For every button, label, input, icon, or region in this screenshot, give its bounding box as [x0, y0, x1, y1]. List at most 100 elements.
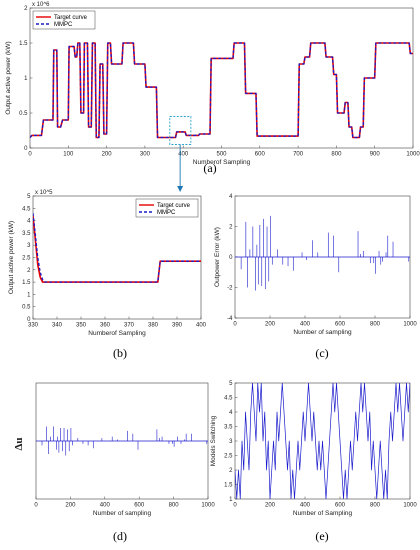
x-tick-label: 100: [63, 152, 74, 158]
y-axis-label: Output active power (kW): [5, 41, 12, 114]
series-line-data: [235, 383, 410, 499]
legend-label: Target curve: [157, 203, 191, 209]
x-tick-label: 0: [233, 322, 237, 328]
y-tick-label: 0.5: [19, 111, 28, 117]
x-tick-label: 0: [34, 503, 38, 509]
x-tick-label: 600: [335, 322, 346, 328]
panel-e: 0 200 400 600 800 1000 1 1.5 2 2.5 3 3.5 4 4.5 5 Number…: [210, 381, 417, 543]
x-tick-label: 400: [300, 322, 311, 328]
panel-d: 0 200 400 600 800 1000 Number of sampling Δu (d): [13, 382, 215, 543]
x-axis-label: Numberof Sampling: [88, 330, 146, 337]
y-tick-label: 0: [229, 255, 233, 261]
y-axis-label: Outpower Error (kW): [214, 227, 221, 287]
y-tick-label: 2.5: [224, 454, 233, 460]
x-axis-label: Number of sampling: [293, 329, 352, 336]
zoom-callout: [169, 116, 192, 192]
y-tick-label: 0: [24, 146, 28, 152]
legend-label: Target curve: [54, 15, 88, 21]
y-tick-label: -4: [227, 316, 233, 322]
x-tick-label: 700: [293, 152, 304, 158]
y-tick-label: 3: [27, 243, 31, 249]
x-tick-label: 380: [148, 323, 159, 329]
legend-label: MMPC: [157, 210, 176, 216]
panel-a: 0 100 200 300 400 500 600 700 800 900 1000 0 0.5 1 1.5…: [5, 2, 420, 175]
y-tick-label: 2: [229, 225, 233, 231]
x-tick-label: 400: [178, 152, 189, 158]
y-tick-label: 4: [229, 194, 233, 200]
plot-area: [240, 215, 410, 291]
x-tick-label: 1000: [406, 152, 420, 158]
panel-label: (e): [315, 529, 328, 543]
x-tick-label: 200: [265, 503, 276, 509]
y-multiplier: x 10^6: [32, 2, 50, 8]
x-tick-label: 200: [65, 503, 76, 509]
x-tick-label: 370: [124, 323, 135, 329]
x-tick-label: 200: [102, 152, 113, 158]
x-tick-label: 1000: [201, 503, 215, 509]
x-tick-label: 350: [76, 323, 87, 329]
x-tick-label: 1000: [403, 322, 417, 328]
y-tick-label: 2: [229, 468, 233, 474]
panel-label: (d): [113, 529, 127, 543]
x-tick-label: 800: [169, 503, 180, 509]
x-tick-label: 330: [28, 323, 39, 329]
x-tick-label: 600: [255, 152, 266, 158]
y-tick-label: 1: [27, 292, 31, 298]
zoom-arrow-head: [177, 186, 184, 192]
y-tick-label: 3: [229, 439, 233, 445]
x-tick-label: 800: [370, 322, 381, 328]
series-line-target-curve: [33, 215, 201, 283]
x-tick-label: 500: [216, 152, 227, 158]
panel-label: (a): [203, 161, 216, 175]
y-axis-label: Δu: [13, 437, 25, 450]
y-tick-label: 4.5: [224, 396, 233, 402]
x-tick-label: 200: [265, 322, 276, 328]
panel-label: (c): [315, 346, 328, 360]
plot-area: [41, 426, 208, 456]
x-tick-label: 900: [370, 152, 381, 158]
y-tick-label: 1: [229, 497, 233, 503]
x-tick-label: 300: [140, 152, 151, 158]
y-multiplier: x 10^5: [35, 190, 53, 196]
y-tick-label: 1: [24, 76, 28, 82]
y-tick-label: 0: [27, 317, 31, 323]
y-tick-label: 1.5: [19, 41, 28, 47]
y-tick-label: 3.5: [22, 231, 31, 237]
x-tick-label: 800: [331, 152, 342, 158]
y-tick-label: 2: [27, 268, 31, 274]
y-tick-label: 4.5: [22, 206, 31, 212]
x-tick-label: 600: [134, 503, 145, 509]
x-tick-label: 400: [300, 503, 311, 509]
x-tick-label: 800: [370, 503, 381, 509]
y-axis-label: Output active power (kW): [8, 221, 15, 294]
panel-c: 0 200 400 600 800 1000 -4 -2 0 2 4 Number of sampli…: [214, 194, 417, 360]
plot-area: [235, 383, 410, 499]
y-axis-label: Models Switching: [210, 415, 217, 466]
y-tick-label: 5: [229, 381, 233, 387]
panel-b: 330 340 350 360 370 380 390 400 0 0.5 1 1.5 2 2.5 3 3.5…: [8, 190, 207, 360]
plot-area: [33, 213, 201, 283]
x-tick-label: 600: [335, 503, 346, 509]
x-tick-label: 340: [52, 323, 63, 329]
x-tick-label: 1000: [403, 503, 417, 509]
series-line-mmpc: [30, 42, 413, 139]
plot-area: [30, 42, 413, 139]
x-tick-label: 360: [100, 323, 111, 329]
y-tick-label: 1.5: [22, 280, 31, 286]
y-tick-label: 2: [24, 6, 28, 12]
panel-label: (b): [113, 346, 127, 360]
x-axis-label: Number of sampling: [93, 510, 152, 517]
y-tick-label: 5: [27, 194, 31, 200]
y-tick-label: 1.5: [224, 483, 233, 489]
x-tick-label: 400: [100, 503, 111, 509]
x-tick-label: 390: [172, 323, 183, 329]
y-tick-label: 4: [27, 219, 31, 225]
x-axis-label: Number of Sampling: [293, 510, 353, 517]
y-tick-label: 4: [229, 410, 233, 416]
x-axis-label: Numberof Sampling: [193, 159, 251, 166]
x-tick-label: 400: [196, 323, 207, 329]
y-tick-label: 0.5: [22, 305, 31, 311]
